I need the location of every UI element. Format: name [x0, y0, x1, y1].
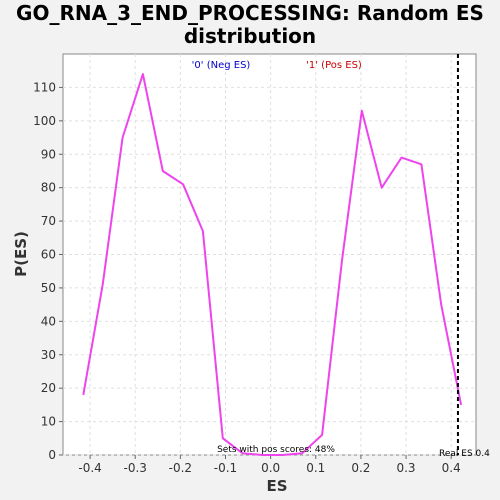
real-es-annotation: Real ES 0.4: [439, 449, 490, 459]
y-tick-label: 0: [48, 448, 56, 462]
x-tick-label: 0.4: [442, 461, 461, 475]
x-tick-label: 0.3: [396, 461, 415, 475]
y-tick-label: 90: [41, 147, 56, 161]
x-tick-label: -0.1: [214, 461, 237, 475]
y-tick-label: 100: [33, 114, 56, 128]
x-tick-label: 0.1: [306, 461, 325, 475]
y-tick-label: 40: [41, 314, 56, 328]
y-axis-title: P(ES): [12, 231, 30, 277]
legend-entry: '1' (Pos ES): [306, 60, 362, 71]
y-tick-label: 20: [41, 381, 56, 395]
y-tick-label: 30: [41, 348, 56, 362]
y-tick-label: 60: [41, 248, 56, 262]
x-tick-label: -0.2: [169, 461, 192, 475]
x-tick-label: 0.2: [351, 461, 370, 475]
y-tick-label: 50: [41, 281, 56, 295]
pos-scores-annotation: Sets with pos scores: 48%: [217, 445, 335, 455]
x-tick-label: 0.0: [261, 461, 280, 475]
y-tick-label: 110: [33, 80, 56, 94]
y-tick-label: 10: [41, 415, 56, 429]
legend-entry: '0' (Neg ES): [192, 60, 251, 71]
x-tick-label: -0.3: [124, 461, 147, 475]
x-axis-title: ES: [266, 477, 287, 495]
y-tick-label: 70: [41, 214, 56, 228]
x-tick-label: -0.4: [78, 461, 101, 475]
y-tick-label: 80: [41, 181, 56, 195]
